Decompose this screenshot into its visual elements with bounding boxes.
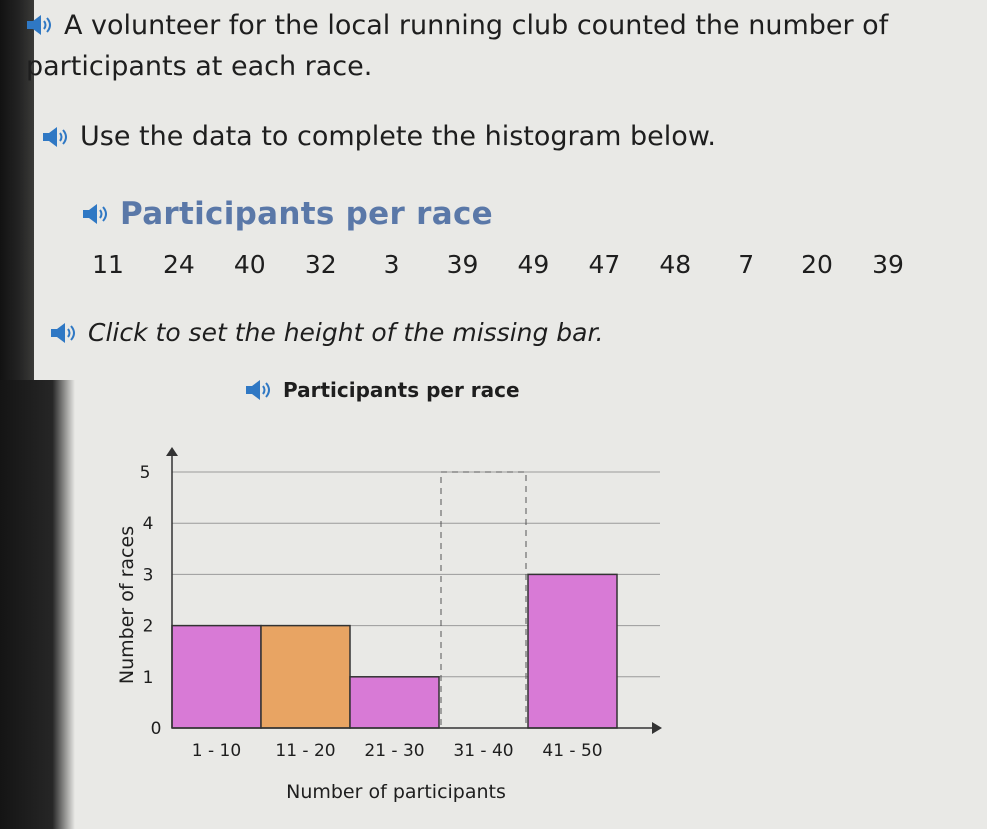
missing-bar-placeholder[interactable] xyxy=(440,471,527,729)
speaker-icon[interactable] xyxy=(42,126,70,148)
data-value: 39 xyxy=(872,250,904,279)
data-values-list: 11 24 40 32 3 39 49 47 48 7 20 39 xyxy=(78,250,918,279)
y-axis-arrow xyxy=(166,447,178,456)
x-tick-label: 1 - 10 xyxy=(192,741,241,761)
y-axis-label: Number of races xyxy=(116,526,138,684)
click-instruction: Click to set the height of the missing b… xyxy=(88,318,604,347)
x-axis-arrow xyxy=(652,722,662,734)
y-tick-label: 2 xyxy=(143,617,154,637)
data-value: 20 xyxy=(801,250,833,279)
intro-text: A volunteer for the local running club c… xyxy=(26,10,889,82)
x-tick-label: 21 - 30 xyxy=(364,741,424,761)
intro-paragraph: A volunteer for the local running club c… xyxy=(26,6,906,87)
data-value: 40 xyxy=(233,250,266,279)
histogram-bar[interactable] xyxy=(260,624,351,729)
x-tick-label: 31 - 40 xyxy=(453,741,513,761)
data-value: 49 xyxy=(517,250,550,279)
y-tick-label: 0 xyxy=(151,719,162,739)
histogram-bar[interactable] xyxy=(349,676,440,729)
data-value: 48 xyxy=(659,250,692,279)
y-tick-label: 3 xyxy=(143,565,154,585)
y-tick-label: 1 xyxy=(143,668,154,688)
speaker-icon[interactable] xyxy=(82,203,110,225)
data-heading: Participants per race xyxy=(120,196,493,232)
chart-title: Participants per race xyxy=(283,378,520,402)
data-value: 7 xyxy=(738,250,755,279)
data-value: 24 xyxy=(163,250,195,279)
x-tick-label: 41 - 50 xyxy=(542,741,602,761)
data-value: 3 xyxy=(383,250,400,279)
photo-dark-edge-lower xyxy=(0,380,75,829)
instruction-text: Use the data to complete the histogram b… xyxy=(80,121,717,152)
histogram-bar[interactable] xyxy=(527,573,618,729)
x-tick-label: 11 - 20 xyxy=(275,741,335,761)
data-value: 32 xyxy=(304,250,337,279)
speaker-icon[interactable] xyxy=(245,379,273,401)
speaker-icon[interactable] xyxy=(50,322,78,344)
histogram-bar[interactable] xyxy=(171,624,262,729)
y-tick-label: 5 xyxy=(140,463,151,483)
x-axis-label: Number of participants xyxy=(286,781,506,803)
data-value: 11 xyxy=(92,250,124,279)
y-tick-label: 4 xyxy=(143,514,154,534)
data-value: 47 xyxy=(588,250,621,279)
data-value: 39 xyxy=(446,250,479,279)
speaker-icon[interactable] xyxy=(26,14,54,36)
